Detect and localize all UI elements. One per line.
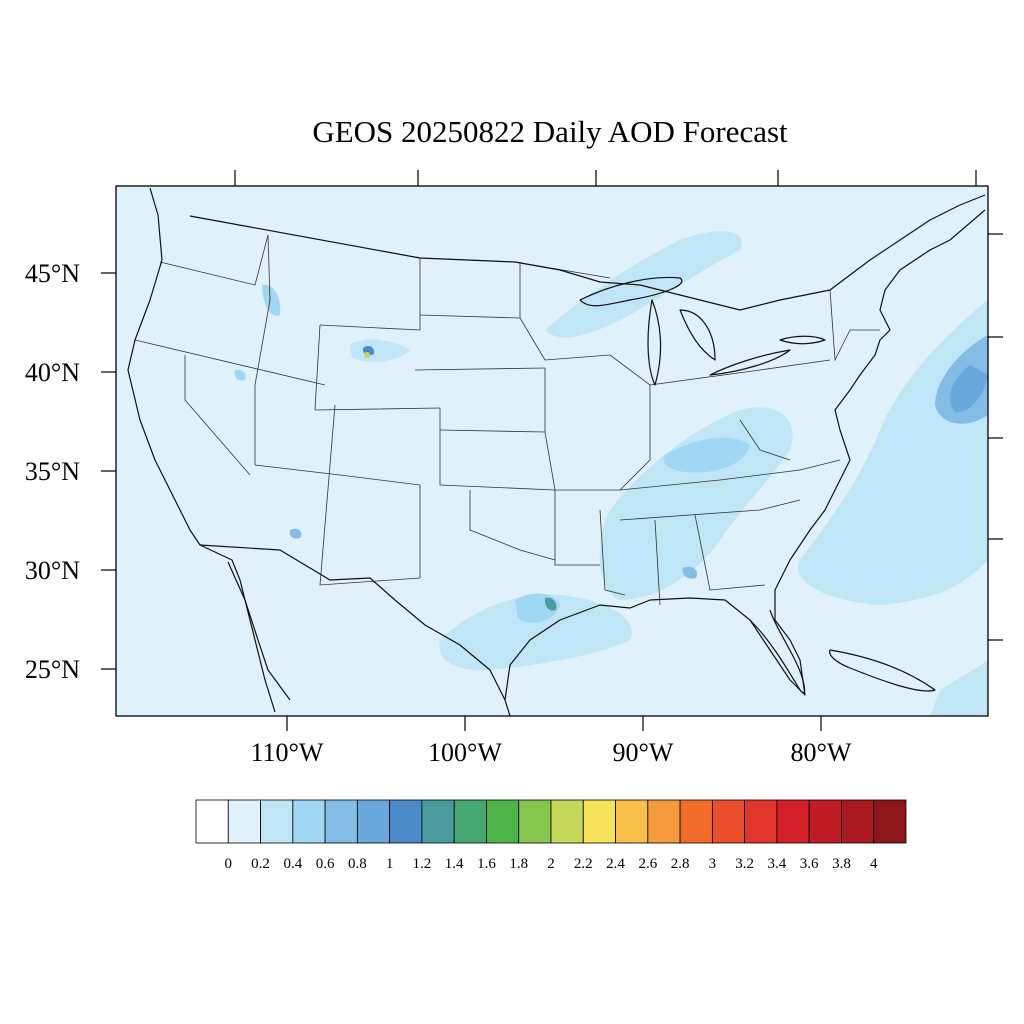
- colorbar-label-14: 2.8: [671, 856, 690, 872]
- mexico-border: [199, 544, 511, 717]
- colorbar-label-10: 2: [547, 856, 555, 872]
- colorbar-swatch-13: [615, 799, 649, 844]
- colorbar-label-3: 0.6: [316, 856, 335, 872]
- colorbar-swatch-6: [389, 799, 423, 844]
- colorbar-label-1: 0.2: [251, 856, 270, 872]
- latitude-labels: 45°N 40°N 35°N 30°N 25°N: [25, 259, 80, 684]
- colorbar-swatch-1: [227, 799, 261, 844]
- colorbar-label-0: 0: [225, 856, 233, 872]
- colorbar-swatch-10: [518, 799, 552, 844]
- colorbar-swatch-18: [776, 799, 810, 844]
- longitude-labels: 110°W 100°W 90°W 80°W: [251, 738, 852, 767]
- colorbar-swatch-20: [841, 799, 875, 844]
- coastlines: [127, 187, 986, 717]
- lake-huron: [679, 309, 716, 361]
- colorbar-swatch-3: [292, 799, 326, 844]
- colorbar-label-6: 1.2: [413, 856, 432, 872]
- aod-houston-max: [544, 597, 557, 611]
- colorbar-swatch-7: [421, 799, 455, 844]
- aod-utah-hotspot: [234, 369, 246, 381]
- lon-label-110w: 110°W: [251, 738, 324, 767]
- colorbar-label-19: 3.8: [832, 856, 851, 872]
- colorbar-swatch-8: [453, 799, 487, 844]
- colorbar-label-2: 0.4: [283, 856, 302, 872]
- colorbar-label-15: 3: [709, 856, 717, 872]
- florida-peninsula: [749, 609, 806, 694]
- colorbar-label-17: 3.4: [768, 856, 787, 872]
- lon-label-90w: 90°W: [613, 738, 674, 767]
- colorbar-swatch-5: [356, 799, 391, 844]
- lake-erie: [709, 349, 791, 376]
- lat-label-45: 45°N: [25, 259, 80, 288]
- colorbar-label-9: 1.8: [509, 856, 528, 872]
- lon-label-100w: 100°W: [428, 738, 502, 767]
- colorbar: 0 0.2 0.4 0.6 0.8 1 1.2 1.4 1.6 1.8 2 2.2 2.4 2.6 2.8 3…: [195, 799, 907, 872]
- colorbar-swatch-9: [486, 799, 520, 844]
- colorbar-swatch-19: [808, 799, 842, 844]
- colorbar-swatch-21: [873, 799, 907, 844]
- colorbar-label-20: 4: [870, 856, 878, 872]
- cuba: [829, 649, 936, 692]
- aod-greatlakes-band: [545, 231, 742, 338]
- colorbar-label-11: 2.2: [574, 856, 593, 872]
- colorbar-swatch-11: [550, 799, 584, 844]
- lat-label-25: 25°N: [25, 655, 80, 684]
- frame-ticks: [101, 170, 1003, 731]
- colorbar-label-4: 0.8: [348, 856, 367, 872]
- aod-idaho-hotspot: [262, 284, 281, 316]
- colorbar-swatch-17: [744, 799, 778, 844]
- colorbar-label-12: 2.4: [606, 856, 625, 872]
- aod-atlantic-plume: [798, 300, 988, 605]
- baja-coast: [227, 561, 291, 701]
- aod-atlantic-south: [930, 660, 988, 716]
- aod-arizona-hotspot: [289, 528, 302, 539]
- colorbar-label-7: 1.4: [445, 856, 464, 872]
- colorbar-swatch-16: [711, 799, 746, 844]
- lake-ontario: [779, 335, 826, 345]
- aod-wyoming-max: [364, 352, 370, 358]
- map-frame: [115, 185, 989, 717]
- colorbar-label-13: 2.6: [638, 856, 657, 872]
- aod-alabama-hotspot: [682, 566, 698, 579]
- aod-field: [234, 231, 988, 716]
- lon-label-80w: 80°W: [791, 738, 852, 767]
- lat-label-40: 40°N: [25, 358, 80, 387]
- canada-border: [189, 194, 986, 311]
- aod-atlantic-max: [950, 365, 988, 413]
- lake-superior: [579, 276, 683, 307]
- lat-label-35: 35°N: [25, 457, 80, 486]
- colorbar-swatch-14: [647, 799, 681, 844]
- colorbar-swatch-12: [582, 799, 616, 844]
- colorbar-swatch-0: [195, 799, 229, 844]
- colorbar-label-8: 1.6: [477, 856, 496, 872]
- gulf-coast: [504, 209, 986, 701]
- aod-tennessee-core: [663, 437, 750, 473]
- lake-michigan: [647, 299, 662, 386]
- colorbar-label-5: 1: [386, 856, 394, 872]
- colorbar-swatch-15: [679, 799, 713, 844]
- colorbar-swatch-2: [260, 799, 294, 844]
- map-title: GEOS 20250822 Daily AOD Forecast: [312, 114, 788, 149]
- colorbar-label-16: 3.2: [735, 856, 754, 872]
- aod-gulf-plume: [439, 594, 632, 671]
- lat-label-30: 30°N: [25, 556, 80, 585]
- colorbar-swatch-4: [324, 799, 358, 844]
- colorbar-label-18: 3.6: [800, 856, 819, 872]
